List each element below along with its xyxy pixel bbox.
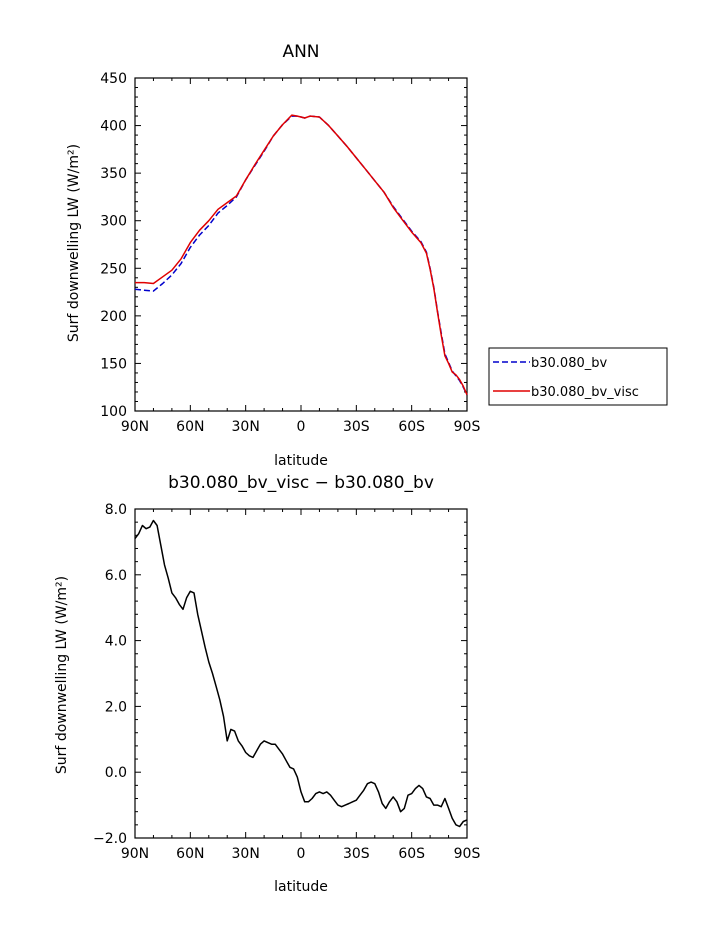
top-chart-legend: b30.080_bv b30.080_bv_visc <box>488 347 668 406</box>
bottom-chart-y-tick-label: 4.0 <box>105 634 127 650</box>
top-chart-y-axis-label: Surf downwelling LW (W/m²) <box>66 144 82 342</box>
top-chart-y-tick-label: 400 <box>100 119 127 135</box>
bottom-chart-y-tick-label: 8.0 <box>105 502 127 518</box>
bottom-chart-x-tick-label: 60S <box>398 846 425 862</box>
top-chart-x-tick-label: 0 <box>297 419 306 435</box>
top-chart-y-tick-label: 250 <box>100 261 127 277</box>
legend-box <box>488 347 668 406</box>
bottom-chart-x-tick-label: 30N <box>232 846 260 862</box>
bottom-chart-y-tick-label: −2.0 <box>93 831 127 847</box>
top-chart-y-tick-label: 350 <box>100 166 127 182</box>
legend-label-b30-080-bv: b30.080_bv <box>531 356 607 371</box>
bottom-chart-x-tick-label: 90N <box>121 846 149 862</box>
top-chart-x-tick-label: 60N <box>176 419 204 435</box>
top-chart-y-tick-label: 150 <box>100 356 127 372</box>
top-chart-x-tick-label: 30N <box>232 419 260 435</box>
bottom-chart-x-tick-label: 90S <box>454 846 481 862</box>
bottom-chart-y-tick-label: 2.0 <box>105 699 127 715</box>
top-chart-title: ANN <box>282 42 319 62</box>
bottom-chart-y-tick-label: 0.0 <box>105 765 127 781</box>
top-chart-x-axis-label: latitude <box>274 453 328 469</box>
top-chart-y-tick-label: 450 <box>100 71 127 87</box>
top-chart-x-tick-label: 60S <box>398 419 425 435</box>
top-chart-panel: ANN 90N 60N 30N 0 30S 60S 90S 100 150 200 250 300 35… <box>66 42 668 469</box>
bottom-chart-x-tick-label: 0 <box>297 846 306 862</box>
top-chart-series-line-b30-080-bv <box>134 115 468 396</box>
top-chart-x-tick-label: 90N <box>121 419 149 435</box>
bottom-chart-x-axis-label: latitude <box>274 879 328 895</box>
top-chart-x-tick-label: 90S <box>454 419 481 435</box>
bottom-chart-series-line-difference <box>134 519 468 828</box>
top-chart-series-line-b30-080-bv-visc <box>135 114 468 396</box>
bottom-chart-y-tick-label: 6.0 <box>105 568 127 584</box>
bottom-chart-x-tick-label: 30S <box>343 846 370 862</box>
top-chart-y-tick-label: 300 <box>100 214 127 230</box>
legend-label-b30-080-bv-visc: b30.080_bv_visc <box>531 385 639 400</box>
top-chart-x-tick-label: 30S <box>343 419 370 435</box>
top-chart-y-tick-label: 200 <box>100 309 127 325</box>
bottom-chart-y-axis-label: Surf downwelling LW (W/m²) <box>54 576 70 774</box>
bottom-chart-frame <box>134 508 468 839</box>
bottom-chart-plot-area: 90N 60N 30N 0 30S 60S 90S −2.0 0.0 2.0 4.0 6.0 8.0 <box>93 502 480 862</box>
bottom-chart-x-tick-label: 60N <box>176 846 204 862</box>
bottom-chart-title: b30.080_bv_visc − b30.080_bv <box>168 473 434 493</box>
bottom-chart-panel: b30.080_bv_visc − b30.080_bv 90N 60N 30N 0 3… <box>54 473 480 895</box>
top-chart-y-tick-label: 100 <box>100 404 127 420</box>
top-chart-frame <box>134 77 468 412</box>
top-chart-plot-area: 90N 60N 30N 0 30S 60S 90S 100 150 200 250 300 350 400… <box>100 71 480 435</box>
